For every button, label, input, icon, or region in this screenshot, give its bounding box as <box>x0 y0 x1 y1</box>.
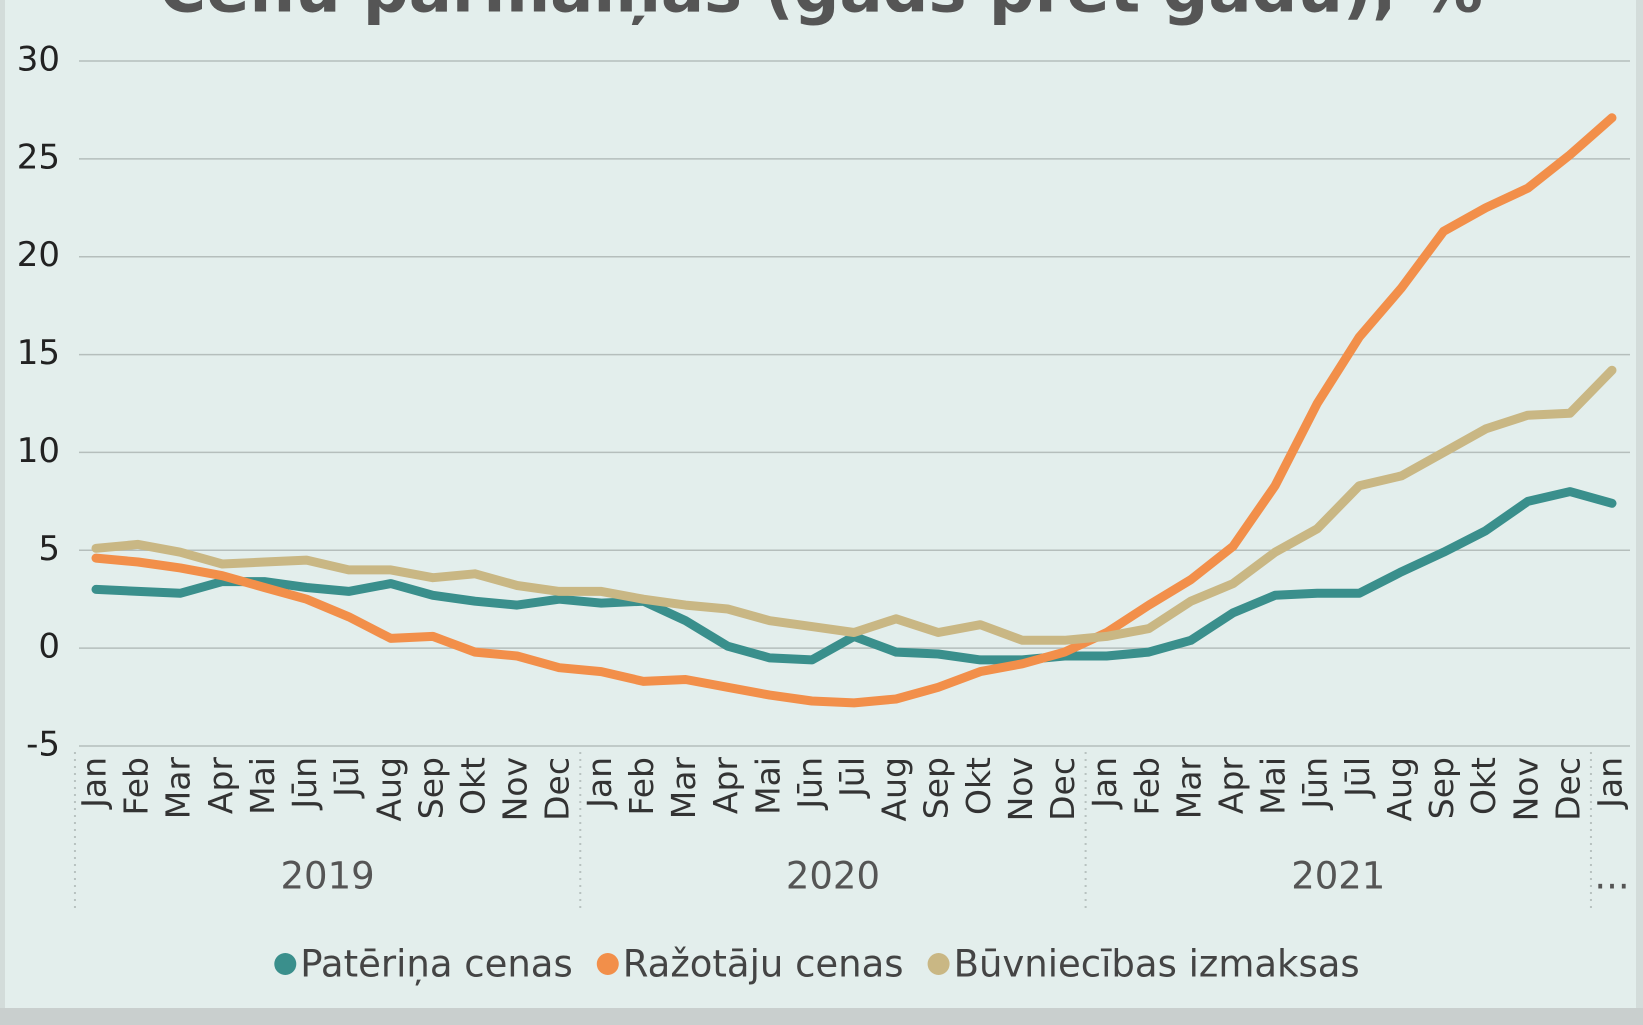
x-tick-label: Jūl <box>833 757 872 799</box>
legend-label: Būvniecības izmaksas <box>954 943 1360 986</box>
x-tick-label: Jūl <box>327 757 366 799</box>
x-tick-label: Apr <box>201 757 240 815</box>
right-edge <box>1636 0 1643 1008</box>
x-tick-label: Aug <box>875 757 914 821</box>
x-tick-label: Mai <box>1254 757 1293 815</box>
legend-marker <box>274 953 297 975</box>
x-tick-label: Mai <box>243 757 282 815</box>
legend-marker <box>927 953 950 975</box>
y-tick-label: 10 <box>17 431 60 471</box>
legend-marker <box>596 953 619 975</box>
x-tick-label: Jan <box>1591 757 1630 810</box>
x-tick-label: Aug <box>1380 757 1419 821</box>
x-tick-label: Okt <box>1464 757 1503 815</box>
chart-title: Cenu pārmaiņas (gads pret gadu), % <box>159 0 1483 28</box>
x-group-label: ... <box>1594 855 1629 898</box>
left-edge <box>0 0 5 1008</box>
x-group-label: 2021 <box>1291 855 1385 898</box>
x-tick-label: Mar <box>664 757 703 820</box>
x-tick-label: Sep <box>411 757 450 819</box>
y-tick-label: 15 <box>17 333 60 373</box>
x-tick-label: Apr <box>1212 757 1251 815</box>
bottom-band <box>0 1008 1643 1025</box>
x-group-label: 2020 <box>786 855 880 898</box>
y-tick-label: -5 <box>26 725 60 765</box>
x-tick-label: Aug <box>369 757 408 821</box>
x-tick-label: Dec <box>1548 757 1587 821</box>
series-line <box>91 365 1617 645</box>
x-tick-label: Dec <box>538 757 577 821</box>
y-tick-label: 0 <box>38 627 60 667</box>
x-tick-label: Jūn <box>285 757 324 811</box>
x-tick-label: Mar <box>1169 757 1208 820</box>
series-line <box>91 113 1617 708</box>
x-tick-label: Nov <box>496 757 535 821</box>
x-tick-label: Sep <box>917 757 956 819</box>
x-tick-label: Nov <box>1001 757 1040 821</box>
legend-label: Ražotāju cenas <box>623 943 904 986</box>
x-tick-label: Okt <box>959 757 998 815</box>
x-tick-label: Dec <box>1043 757 1082 821</box>
x-tick-label: Jūn <box>1296 757 1335 811</box>
y-tick-label: 30 <box>17 40 60 80</box>
x-tick-label: Jūl <box>1338 757 1377 799</box>
x-tick-label: Apr <box>706 757 745 815</box>
x-tick-label: Jan <box>580 757 619 810</box>
x-tick-label: Jan <box>1085 757 1124 810</box>
y-tick-label: 20 <box>17 235 60 275</box>
y-tick-label: 5 <box>38 529 60 569</box>
x-tick-label: Jan <box>75 757 114 810</box>
y-tick-label: 25 <box>17 137 60 177</box>
x-group-label: 2019 <box>281 855 375 898</box>
x-tick-label: Mar <box>159 757 198 820</box>
x-tick-label: Nov <box>1506 757 1545 821</box>
x-tick-label: Feb <box>117 757 156 815</box>
x-tick-label: Sep <box>1422 757 1461 819</box>
x-tick-label: Okt <box>454 757 493 815</box>
legend-label: Patēriņa cenas <box>300 943 572 986</box>
x-tick-label: Feb <box>1127 757 1166 815</box>
x-tick-label: Mai <box>748 757 787 815</box>
x-tick-label: Jūn <box>790 757 829 811</box>
x-tick-label: Feb <box>622 757 661 815</box>
